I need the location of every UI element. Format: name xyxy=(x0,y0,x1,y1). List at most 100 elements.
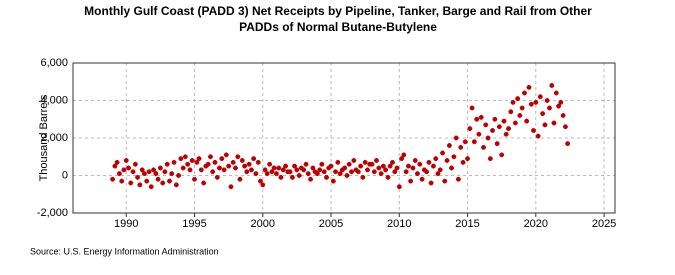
data-point xyxy=(522,90,527,96)
data-point xyxy=(390,159,395,165)
data-point xyxy=(526,84,532,90)
data-point xyxy=(242,163,248,169)
data-point xyxy=(314,171,320,177)
data-point xyxy=(467,126,473,132)
data-point xyxy=(267,161,273,167)
data-point xyxy=(289,174,295,180)
data-point xyxy=(328,163,334,169)
data-point xyxy=(130,169,136,175)
data-point xyxy=(524,118,530,124)
data-point xyxy=(121,167,127,173)
data-point xyxy=(273,171,279,177)
data-point xyxy=(305,171,311,177)
data-point xyxy=(246,161,252,167)
data-point xyxy=(349,169,354,175)
data-point xyxy=(399,156,405,162)
plot-border xyxy=(72,62,616,214)
data-point xyxy=(139,167,145,173)
data-point xyxy=(178,156,184,162)
data-point xyxy=(333,169,338,175)
x-tick-label: 2010 xyxy=(387,218,411,230)
data-point xyxy=(483,122,489,128)
data-point xyxy=(173,182,179,188)
data-point xyxy=(278,174,284,180)
data-point xyxy=(128,180,134,186)
data-point xyxy=(358,163,364,169)
data-point xyxy=(405,163,411,169)
data-point xyxy=(110,176,116,182)
x-tick-label: 2005 xyxy=(319,218,343,230)
data-point xyxy=(196,156,202,162)
data-point xyxy=(499,152,505,158)
data-point xyxy=(205,161,211,167)
data-point xyxy=(396,184,402,190)
data-point xyxy=(141,171,147,177)
data-point xyxy=(414,171,420,177)
data-point xyxy=(321,169,327,175)
x-tick-label: 2000 xyxy=(251,218,275,230)
data-point xyxy=(556,103,562,109)
data-point xyxy=(301,167,307,173)
data-point xyxy=(374,158,379,163)
data-point xyxy=(319,161,325,167)
data-point xyxy=(260,182,266,188)
data-point xyxy=(212,159,218,165)
data-point xyxy=(478,114,484,120)
data-point xyxy=(565,141,571,147)
data-point xyxy=(233,165,238,171)
data-point xyxy=(412,158,418,163)
data-point xyxy=(462,139,468,145)
x-tick-label: 1990 xyxy=(114,218,138,230)
data-point xyxy=(167,178,172,184)
data-point xyxy=(549,83,555,88)
data-point xyxy=(255,159,261,165)
data-point xyxy=(294,167,300,173)
data-point xyxy=(558,99,564,105)
data-point xyxy=(481,144,486,150)
data-point xyxy=(221,167,227,173)
data-point xyxy=(132,161,138,167)
data-point xyxy=(485,135,491,141)
data-point xyxy=(533,99,539,105)
data-point xyxy=(251,156,257,162)
y-tick-label: 0 xyxy=(62,169,68,181)
data-point xyxy=(283,163,289,169)
data-point xyxy=(417,161,423,167)
data-point xyxy=(542,122,548,128)
data-point xyxy=(208,154,213,160)
data-point xyxy=(487,156,493,162)
data-point xyxy=(440,150,446,156)
data-point xyxy=(239,158,245,163)
data-point xyxy=(192,176,197,182)
data-point xyxy=(501,118,507,124)
data-point xyxy=(160,180,166,186)
data-point xyxy=(182,154,188,160)
data-point xyxy=(226,163,232,169)
data-point xyxy=(515,96,521,102)
data-point xyxy=(162,169,168,175)
data-point xyxy=(146,169,152,175)
data-point xyxy=(355,169,361,175)
data-point xyxy=(287,169,293,175)
data-point xyxy=(540,111,546,117)
data-point xyxy=(296,173,302,178)
data-point xyxy=(490,128,495,133)
data-point xyxy=(153,171,159,177)
data-point xyxy=(430,163,436,169)
data-point xyxy=(392,169,398,175)
data-point xyxy=(262,167,268,173)
data-point xyxy=(201,180,207,186)
data-point xyxy=(292,163,298,169)
data-point xyxy=(371,169,377,175)
data-point xyxy=(310,165,316,171)
data-point xyxy=(444,158,450,163)
data-point xyxy=(230,159,236,165)
data-point xyxy=(346,161,352,167)
data-point xyxy=(185,161,191,167)
data-point xyxy=(210,169,216,175)
data-point xyxy=(112,163,118,169)
data-point xyxy=(465,156,471,162)
data-point xyxy=(257,178,263,184)
data-point xyxy=(435,171,441,177)
data-point xyxy=(248,167,254,173)
